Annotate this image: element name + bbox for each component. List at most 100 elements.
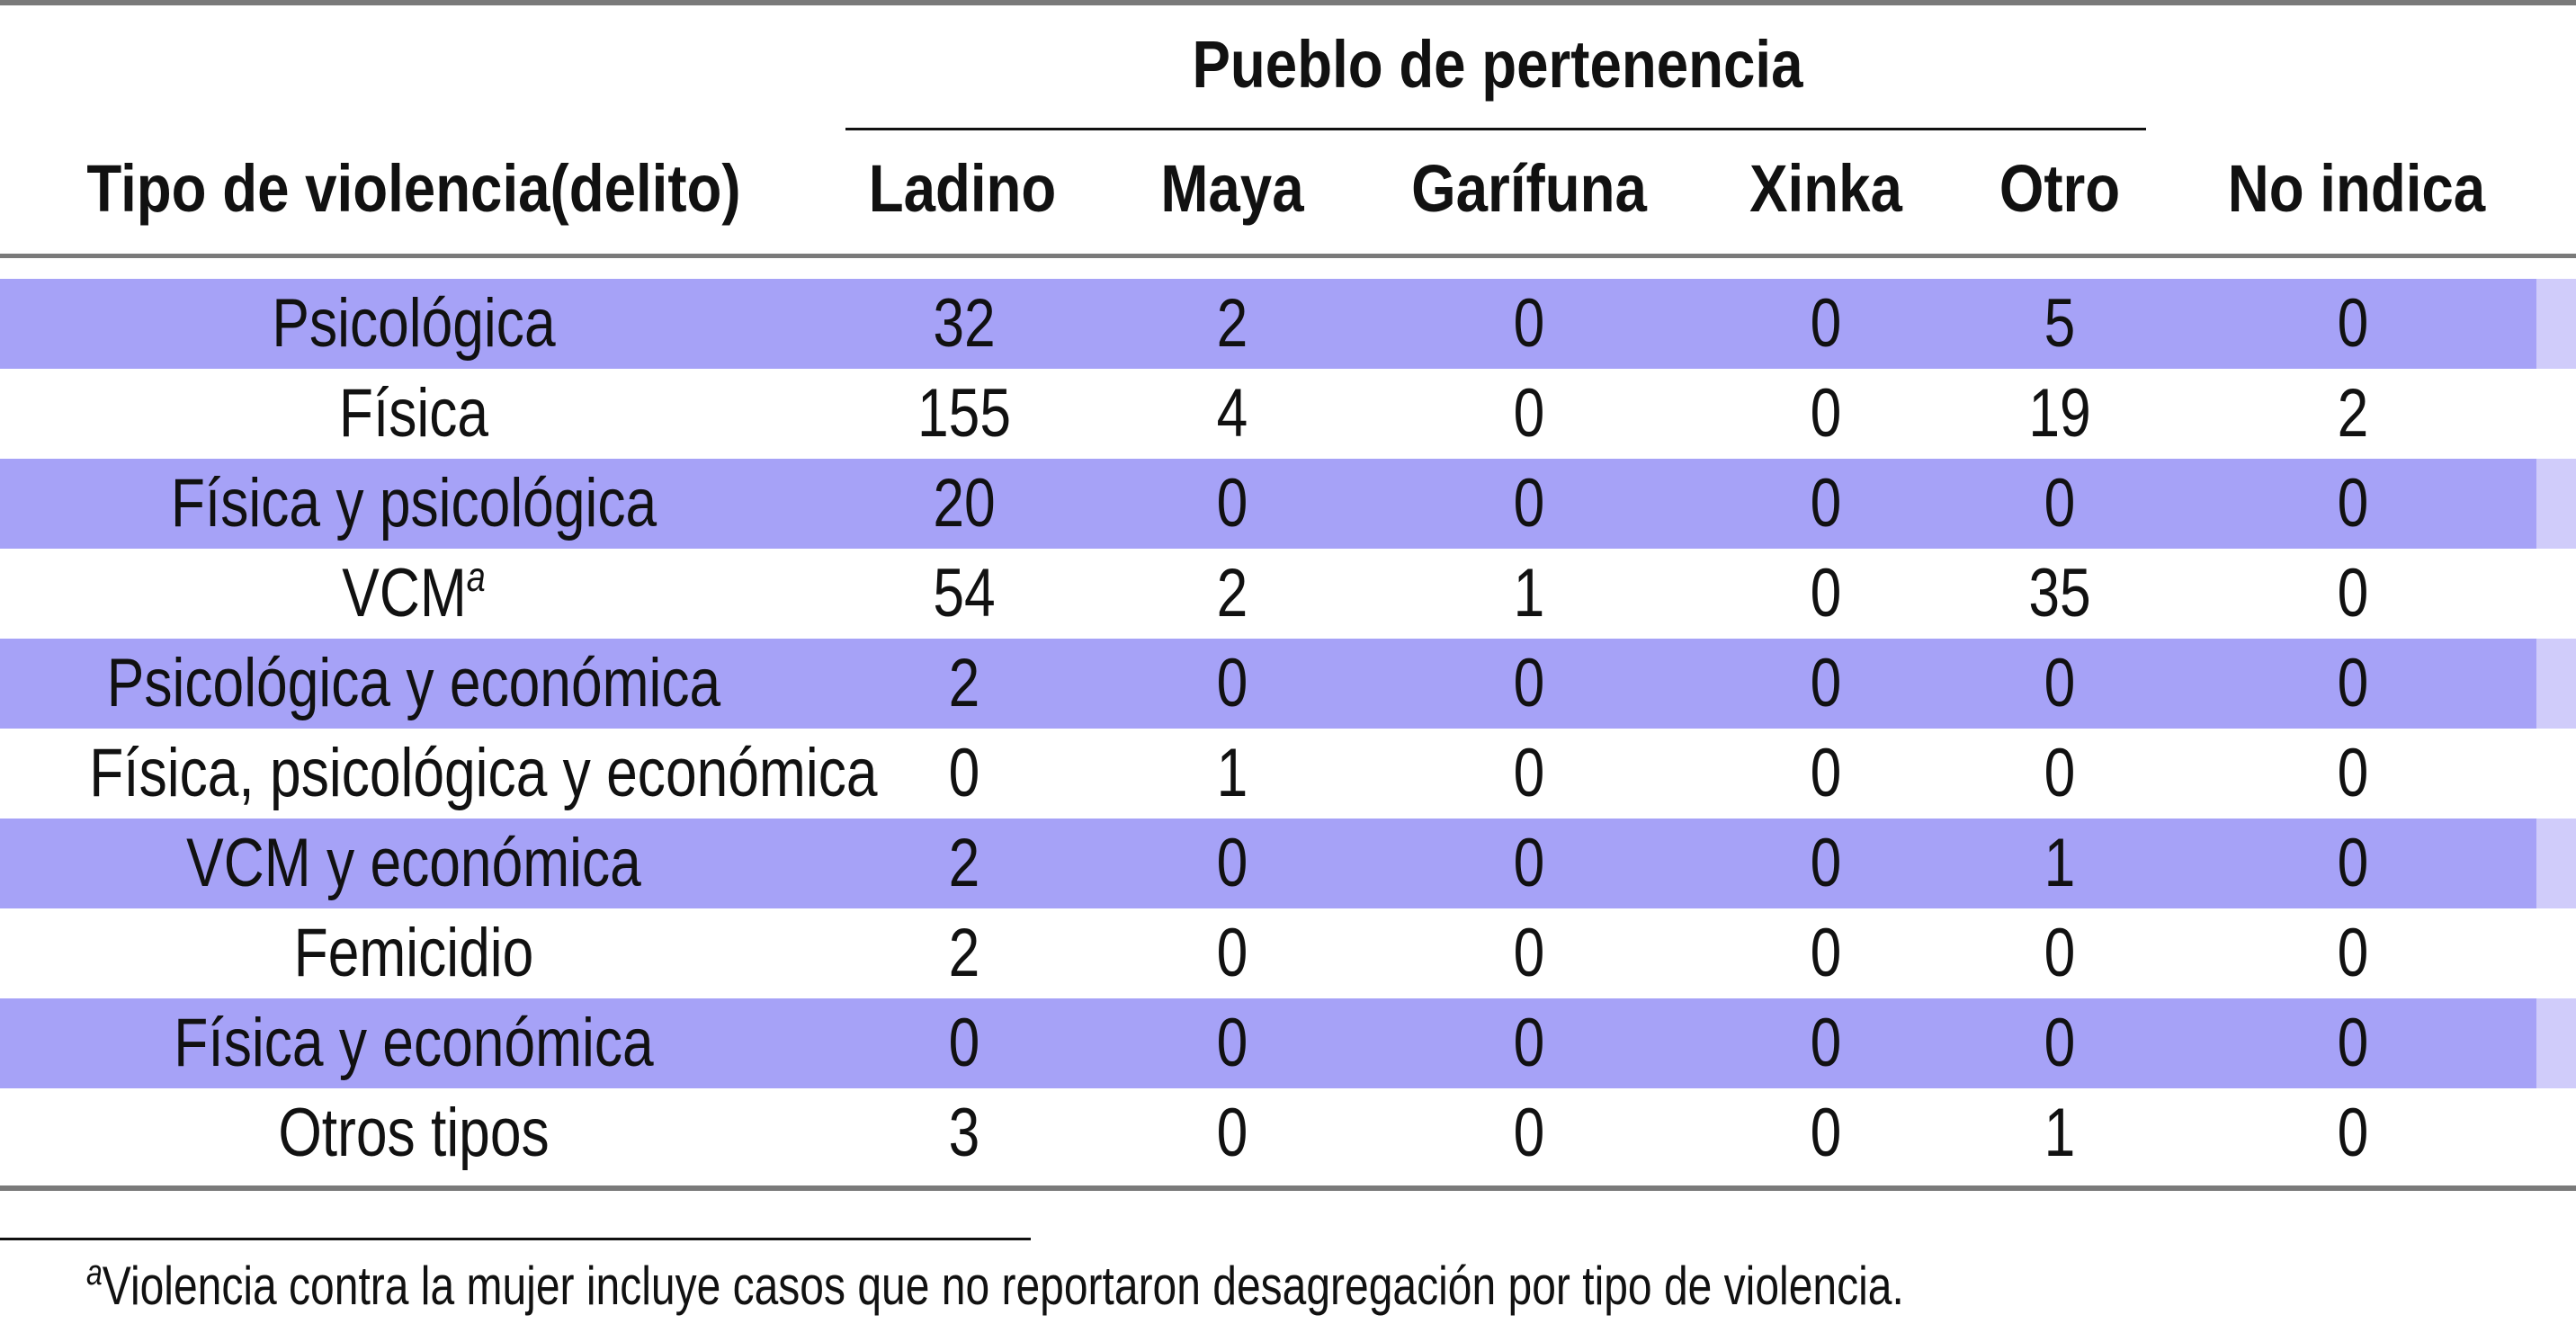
table-cell: 0 <box>1513 285 1545 362</box>
table-cell: 19 <box>2028 375 2091 452</box>
footnote-marker: a <box>86 1253 103 1293</box>
table-cell: 0 <box>1513 465 1545 541</box>
table-row: Física y económica 0 0 0 0 0 0 <box>0 998 2576 1088</box>
table-cell: 2 <box>948 825 980 901</box>
table-cell: 0 <box>1810 285 1842 362</box>
row-label: Física y psicológica <box>89 459 738 549</box>
table-cell: 0 <box>1810 825 1842 901</box>
table-cell: 0 <box>1216 825 1248 901</box>
table-cell: 5 <box>2044 285 2076 362</box>
row-label: Física y económica <box>89 998 738 1088</box>
table-cell: 0 <box>1810 1095 1842 1171</box>
table-cell: 0 <box>1216 1005 1248 1081</box>
table-cell: 0 <box>948 735 980 811</box>
table-cell: 0 <box>1810 735 1842 811</box>
table-cell: 35 <box>2028 555 2091 631</box>
table-cell: 0 <box>2337 735 2369 811</box>
row-label-text: Física y psicológica <box>170 465 657 541</box>
table-cell: 32 <box>933 285 996 362</box>
row-label-text: Física, psicológica y económica <box>89 735 878 811</box>
table-cell: 0 <box>1810 465 1842 541</box>
footnote-rule <box>0 1238 1031 1240</box>
row-label: Física <box>89 369 738 459</box>
row-label: Otros tipos <box>89 1088 738 1178</box>
table-cell: 0 <box>1513 1005 1545 1081</box>
col-header-xinka: Xinka <box>1749 151 1902 226</box>
table-cell: 0 <box>1810 375 1842 452</box>
table-cell: 0 <box>2044 915 2076 991</box>
table-cell: 0 <box>2044 735 2076 811</box>
row-label: Psicológica y económica <box>89 639 738 729</box>
table-cell: 0 <box>948 1005 980 1081</box>
table-cell: 2 <box>948 915 980 991</box>
table-cell: 0 <box>2044 1005 2076 1081</box>
col-header-ladino: Ladino <box>868 151 1057 226</box>
table-cell: 1 <box>1513 555 1545 631</box>
table-cell: 2 <box>948 645 980 721</box>
table-cell: 0 <box>2044 645 2076 721</box>
table-cell: 2 <box>1216 555 1248 631</box>
row-label-text: Otros tipos <box>278 1095 550 1171</box>
table-row: Física, psicológica y económica 0 1 0 0 0 0 <box>0 729 2576 819</box>
table-cell: 1 <box>2044 825 2076 901</box>
row-label: Física, psicológica y económica <box>89 729 877 819</box>
table-row: Física 155 4 0 0 19 2 <box>0 369 2576 459</box>
table-cell: 54 <box>933 555 996 631</box>
table-cell: 1 <box>1216 735 1248 811</box>
row-label-text: Física y económica <box>174 1005 654 1081</box>
table-row: Otros tipos 3 0 0 0 1 0 <box>0 1088 2576 1178</box>
col-header-garifuna: Garífuna <box>1411 151 1647 226</box>
table-cell: 1 <box>2044 1095 2076 1171</box>
table-cell: 0 <box>1810 645 1842 721</box>
footnote-text: Violencia contra la mujer incluye casos … <box>102 1256 1904 1316</box>
table-row: Femicidio 2 0 0 0 0 0 <box>0 908 2576 998</box>
table-cell: 4 <box>1216 375 1248 452</box>
group-header-rule <box>845 128 2146 130</box>
row-label-text: Psicológica y económica <box>106 645 721 721</box>
table-cell: 0 <box>1810 1005 1842 1081</box>
row-header: Tipo de violencia(delito) <box>86 151 741 226</box>
table-cell: 0 <box>2337 645 2369 721</box>
table-row: Psicológica y económica 2 0 0 0 0 0 <box>0 639 2576 729</box>
table-row: VCM y económica 2 0 0 0 1 0 <box>0 819 2576 908</box>
table-row: Física y psicológica 20 0 0 0 0 0 <box>0 459 2576 549</box>
table-cell: 0 <box>2337 915 2369 991</box>
row-label: Femicidio <box>89 908 738 998</box>
footnote-ref-marker: a <box>466 553 486 600</box>
col-header-no-indica: No indica <box>2227 151 2486 226</box>
header-bottom-rule <box>0 254 2576 258</box>
table-row: Psicológica 32 2 0 0 5 0 <box>0 279 2576 369</box>
table-cell: 2 <box>2337 375 2369 452</box>
table-cell: 0 <box>1513 915 1545 991</box>
row-label-text: Psicológica <box>272 285 556 362</box>
table-cell: 0 <box>1216 915 1248 991</box>
table-row: VCMa 54 2 1 0 35 0 <box>0 549 2576 639</box>
table-cell: 0 <box>2337 555 2369 631</box>
table-cell: 0 <box>1513 645 1545 721</box>
table-cell: 0 <box>1216 1095 1248 1171</box>
table-cell: 0 <box>1513 375 1545 452</box>
table-cell: 0 <box>2337 285 2369 362</box>
table-cell: 0 <box>2337 1095 2369 1171</box>
group-header: Pueblo de pertenencia <box>1192 27 1803 102</box>
table-cell: 20 <box>933 465 996 541</box>
row-label: Psicológica <box>89 279 738 369</box>
table-cell: 0 <box>2337 1005 2369 1081</box>
row-label: VCMa <box>89 549 738 639</box>
table-cell: 0 <box>1513 1095 1545 1171</box>
table-cell: 3 <box>948 1095 980 1171</box>
row-label-text: VCM <box>342 555 467 631</box>
table-cell: 0 <box>1810 915 1842 991</box>
table-cell: 0 <box>2044 465 2076 541</box>
table-cell: 0 <box>1513 825 1545 901</box>
row-label-text: Femicidio <box>293 915 534 991</box>
table-cell: 0 <box>1810 555 1842 631</box>
col-header-maya: Maya <box>1160 151 1304 226</box>
table-cell: 2 <box>1216 285 1248 362</box>
row-label-text: Física <box>338 375 489 452</box>
row-label: VCM y económica <box>89 819 738 908</box>
footnote: aViolencia contra la mujer incluye casos… <box>86 1250 1904 1322</box>
row-label-text: VCM y económica <box>186 825 641 901</box>
table-cell: 155 <box>917 375 1011 452</box>
table-cell: 0 <box>1216 465 1248 541</box>
